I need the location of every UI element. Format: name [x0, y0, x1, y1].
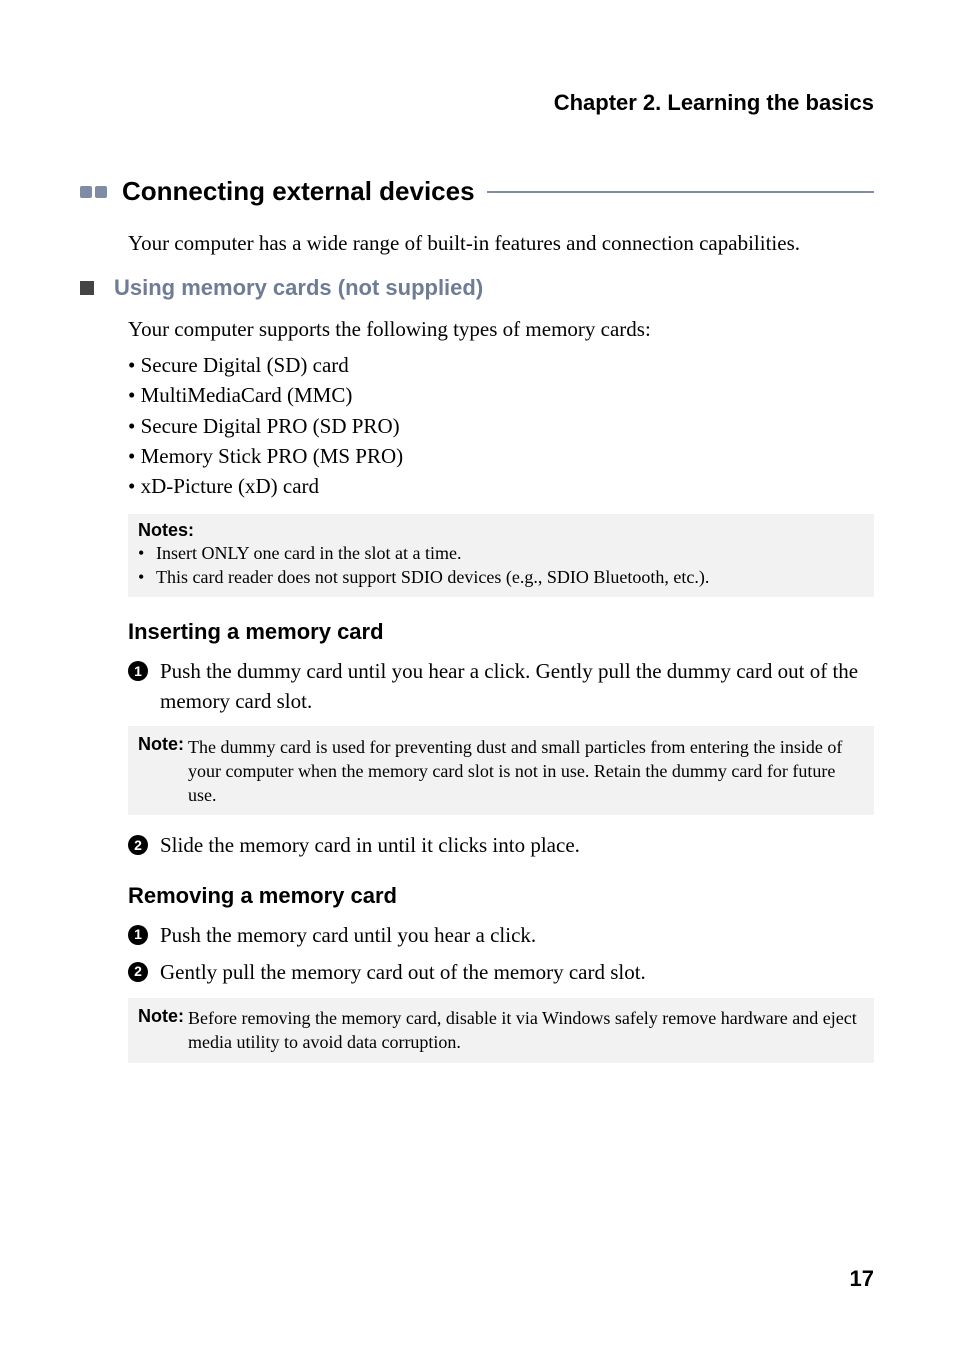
remove-note: Note: Before removing the memory card, d… — [128, 998, 874, 1063]
step-number-icon: 1 — [128, 925, 148, 945]
note-label: Note: — [138, 1004, 184, 1028]
list-item: xD-Picture (xD) card — [128, 471, 874, 501]
step-text: Gently pull the memory card out of the m… — [160, 958, 646, 987]
note-item: Insert ONLY one card in the slot at a ti… — [156, 541, 864, 565]
insert-heading: Inserting a memory card — [128, 619, 874, 645]
list-item: MultiMediaCard (MMC) — [128, 380, 874, 410]
section-bullet-icon — [80, 186, 110, 198]
note-body: Before removing the memory card, disable… — [188, 1006, 864, 1055]
remove-step-2: 2 Gently pull the memory card out of the… — [128, 958, 874, 987]
list-item: Secure Digital (SD) card — [128, 350, 874, 380]
page: Chapter 2. Learning the basics Connectin… — [0, 0, 954, 1352]
step-number-icon: 1 — [128, 661, 148, 681]
list-item: Secure Digital PRO (SD PRO) — [128, 411, 874, 441]
note-label: Note: — [138, 732, 184, 756]
subsection-heading-row: Using memory cards (not supplied) — [80, 275, 874, 301]
page-number: 17 — [850, 1266, 874, 1292]
note-body: The dummy card is used for preventing du… — [188, 735, 864, 808]
memory-card-list: Secure Digital (SD) card MultiMediaCard … — [128, 350, 874, 502]
section-intro: Your computer has a wide range of built-… — [128, 229, 874, 257]
insert-step-1: 1 Push the dummy card until you hear a c… — [128, 657, 874, 716]
step-number-icon: 2 — [128, 962, 148, 982]
step-text: Push the dummy card until you hear a cli… — [160, 657, 874, 716]
step-text: Slide the memory card in until it clicks… — [160, 831, 580, 860]
insert-step-2: 2 Slide the memory card in until it clic… — [128, 831, 874, 860]
note-item: This card reader does not support SDIO d… — [156, 565, 864, 589]
subsection-bullet-icon — [80, 281, 94, 295]
insert-note: Note: The dummy card is used for prevent… — [128, 726, 874, 815]
notes-label: Notes: — [138, 520, 864, 541]
remove-heading: Removing a memory card — [128, 883, 874, 909]
step-text: Push the memory card until you hear a cl… — [160, 921, 536, 950]
chapter-header: Chapter 2. Learning the basics — [80, 90, 874, 116]
notes-list: Insert ONLY one card in the slot at a ti… — [138, 541, 864, 590]
section-title: Connecting external devices — [122, 176, 475, 207]
section-rule-icon — [487, 191, 874, 193]
notes-block: Notes: Insert ONLY one card in the slot … — [128, 514, 874, 598]
step-number-icon: 2 — [128, 835, 148, 855]
remove-step-1: 1 Push the memory card until you hear a … — [128, 921, 874, 950]
section-heading-row: Connecting external devices — [80, 176, 874, 207]
list-item: Memory Stick PRO (MS PRO) — [128, 441, 874, 471]
subsection-title: Using memory cards (not supplied) — [114, 275, 483, 301]
subsection-intro: Your computer supports the following typ… — [128, 315, 874, 343]
